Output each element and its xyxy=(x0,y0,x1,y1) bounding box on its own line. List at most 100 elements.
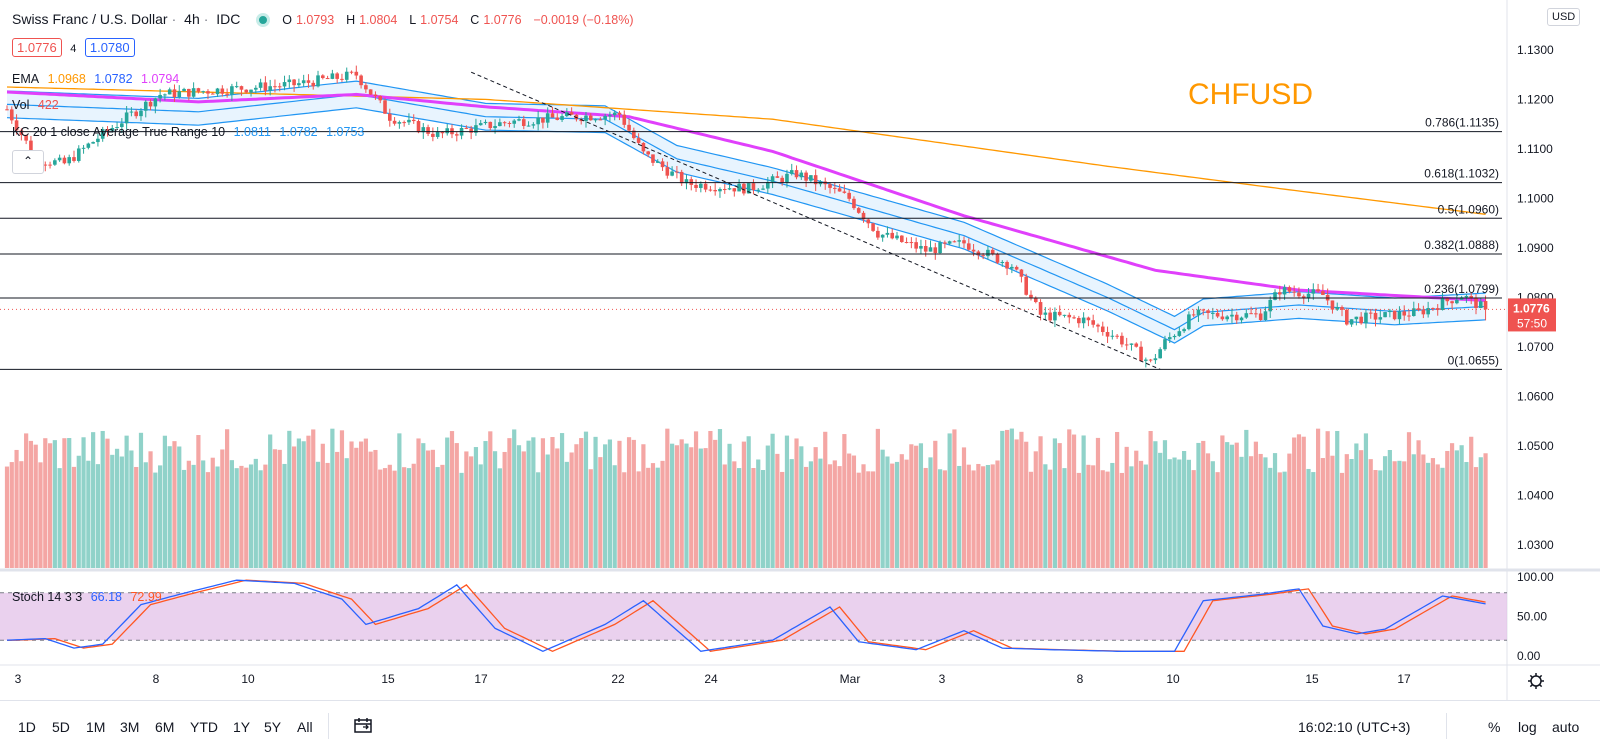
candle-body xyxy=(191,88,196,97)
candle-body xyxy=(737,183,741,192)
range-5d-button[interactable]: 5D xyxy=(52,719,70,735)
volume-bar xyxy=(248,464,254,568)
volume-bar xyxy=(909,444,914,568)
candle-body xyxy=(1316,289,1320,292)
interval-label[interactable]: 4h xyxy=(184,11,200,27)
range-1y-button[interactable]: 1Y xyxy=(233,719,251,735)
volume-bar xyxy=(1062,468,1067,568)
candle-body xyxy=(1345,309,1349,325)
volume-bar xyxy=(603,444,608,568)
candle-body xyxy=(565,112,569,117)
volume-bar xyxy=(760,470,766,568)
candle-body xyxy=(29,140,33,154)
candle-body xyxy=(177,91,182,98)
candle-body xyxy=(1354,316,1359,320)
candle-body xyxy=(76,148,81,161)
vol-legend[interactable]: Vol 422 xyxy=(12,98,64,112)
candle-body xyxy=(598,119,603,121)
volume-bar xyxy=(622,472,627,568)
candle-body xyxy=(210,93,215,95)
volume-bar xyxy=(292,446,297,568)
auto-toggle[interactable]: auto xyxy=(1552,719,1580,735)
volume-bar xyxy=(253,458,258,568)
currency-badge[interactable]: USD xyxy=(1547,8,1581,26)
stoch-legend[interactable]: Stoch 14 3 3 66.18 72.99 xyxy=(12,590,167,604)
volume-bar xyxy=(1091,465,1096,568)
volume-bar xyxy=(1459,445,1464,568)
candle-body xyxy=(364,85,368,90)
volume-bar xyxy=(665,428,670,568)
volume-bar xyxy=(134,466,139,568)
volume-bar xyxy=(957,465,962,568)
kc-lower-line xyxy=(6,107,1486,344)
calendar-range-icon[interactable] xyxy=(353,716,373,741)
volume-bar xyxy=(727,443,732,568)
candle-body xyxy=(100,129,105,139)
candle-body xyxy=(1335,306,1340,310)
range-ytd-button[interactable]: YTD xyxy=(190,719,218,735)
sell-button[interactable]: 1.0776 xyxy=(12,38,62,57)
volume-bar xyxy=(875,428,880,568)
candle-body xyxy=(105,129,110,131)
percent-toggle[interactable]: % xyxy=(1488,719,1501,735)
symbol-name[interactable]: Swiss Franc / U.S. Dollar xyxy=(12,11,168,27)
candle-body xyxy=(306,80,311,83)
volume-bar xyxy=(1382,456,1388,568)
candle-body xyxy=(632,130,636,139)
candle-body xyxy=(402,122,406,124)
kc-legend[interactable]: KC 20 1 close Average True Range 10 1.08… xyxy=(12,125,369,139)
volume-bar xyxy=(1268,467,1273,568)
volume-bar xyxy=(1344,454,1349,568)
candle-body xyxy=(1278,292,1282,295)
candle-body xyxy=(426,127,430,134)
candle-body xyxy=(703,183,708,190)
range-3m-button[interactable]: 3M xyxy=(120,719,140,735)
volume-bar xyxy=(492,451,498,568)
candle-body xyxy=(268,86,272,91)
volume-bar xyxy=(1158,452,1163,568)
volume-bar xyxy=(67,438,72,568)
price-tick-label: 1.0400 xyxy=(1517,489,1554,503)
buy-button[interactable]: 1.0780 xyxy=(84,38,135,57)
volume-bar xyxy=(971,470,976,568)
range-5y-button[interactable]: 5Y xyxy=(264,719,282,735)
volume-bar xyxy=(100,430,105,568)
clock-time[interactable]: 16:02:10 (UTC+3) xyxy=(1298,719,1411,735)
price-tick-label: 1.1200 xyxy=(1517,92,1554,106)
volume-bar xyxy=(1244,429,1249,568)
volume-bar xyxy=(454,443,459,568)
volume-bar xyxy=(1378,470,1383,568)
volume-bar xyxy=(670,443,675,568)
range-6m-button[interactable]: 6M xyxy=(155,719,175,735)
volume-bar xyxy=(1229,444,1235,568)
candle-body xyxy=(167,89,172,95)
volume-bar xyxy=(311,429,316,568)
stoch-tick-label: 0.00 xyxy=(1517,649,1541,663)
log-toggle[interactable]: log xyxy=(1518,719,1537,735)
volume-bar xyxy=(1067,429,1072,568)
volume-bar xyxy=(105,438,110,568)
range-all-button[interactable]: All xyxy=(297,719,313,735)
volume-bar xyxy=(1282,471,1287,568)
market-status-icon[interactable] xyxy=(256,13,271,28)
gear-icon[interactable] xyxy=(1528,673,1544,689)
candle-body xyxy=(282,82,287,87)
time-axis-label: 8 xyxy=(153,672,160,686)
candle-body xyxy=(421,127,426,133)
range-1m-button[interactable]: 1M xyxy=(86,719,106,735)
spread-label: 4 xyxy=(70,43,77,55)
collapse-legend-button[interactable]: ⌃ xyxy=(12,150,44,174)
range-1d-button[interactable]: 1D xyxy=(18,719,36,735)
volume-bar xyxy=(1138,460,1144,568)
volume-bar xyxy=(1483,453,1488,568)
candle-body xyxy=(143,101,148,111)
candle-body xyxy=(1206,310,1210,313)
candle-body xyxy=(383,100,387,114)
chart-canvas[interactable]: 1.13001.12001.11001.10001.09001.08001.07… xyxy=(0,0,1600,700)
candle-body xyxy=(536,117,540,125)
candle-body xyxy=(646,151,650,155)
candle-body xyxy=(258,82,263,88)
candle-body xyxy=(1440,298,1445,311)
ema-legend[interactable]: EMA 1.0968 1.0782 1.0794 xyxy=(12,72,184,86)
candle-body xyxy=(124,112,129,124)
